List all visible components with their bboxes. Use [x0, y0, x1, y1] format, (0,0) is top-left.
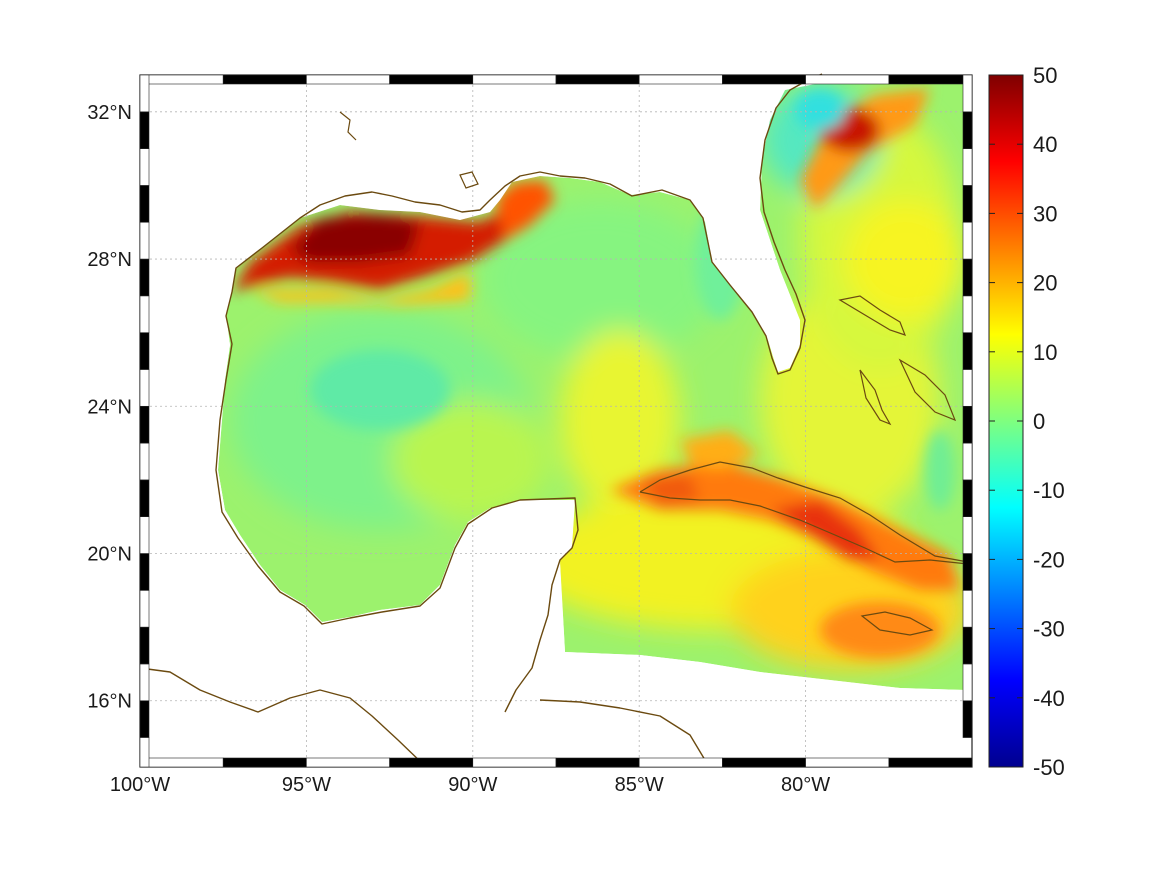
lat-tick-label: 20°N	[87, 544, 132, 566]
frame-right-seg	[962, 111, 973, 149]
colorbar: 50 40 30 20 10 0 -10 -20 -30 -40 -50	[988, 63, 1065, 780]
frame-top-seg	[888, 74, 973, 85]
frame-left-seg	[139, 258, 150, 297]
coastline	[139, 73, 969, 767]
frame-right-seg	[962, 148, 973, 186]
colorbar-tick-label: -20	[1033, 547, 1065, 572]
frame-bottom-seg	[389, 757, 474, 768]
frame-right-seg	[962, 590, 973, 628]
frame-right-seg	[962, 442, 973, 481]
lat-tick-label: 16°N	[87, 691, 132, 713]
frame-right-seg	[962, 185, 973, 223]
frame-right-seg	[962, 332, 973, 370]
frame-right-seg	[962, 516, 973, 554]
frame-right-seg	[962, 295, 973, 333]
colorbar-tick-label: -40	[1033, 686, 1065, 711]
frame-left-seg	[139, 663, 150, 702]
lon-tick-label: 90°W	[448, 774, 497, 796]
frame-right-seg	[962, 700, 973, 738]
frame-right-seg	[962, 553, 973, 591]
colorbar-tick-label: -50	[1033, 755, 1065, 780]
lon-tick-label: 80°W	[781, 774, 830, 796]
colorbar-tick-label: -30	[1033, 617, 1065, 642]
frame-left-seg	[139, 516, 150, 554]
frame-top-seg	[638, 74, 723, 85]
frame-bottom-seg	[555, 757, 640, 768]
frame-left-seg	[139, 369, 150, 407]
frame-left-seg	[139, 737, 150, 768]
lat-tick-label: 24°N	[87, 396, 132, 418]
frame-top-seg	[805, 74, 890, 85]
frame-left-seg	[139, 221, 150, 260]
frame-right-seg	[962, 74, 973, 113]
frame-top-seg	[306, 74, 390, 85]
frame-right-seg	[962, 626, 973, 665]
colorbar-tick-label: 0	[1033, 409, 1045, 434]
frame-right-seg	[962, 479, 973, 518]
colorbar-tick-label: 50	[1033, 63, 1057, 88]
frame-left-seg	[139, 185, 150, 223]
frame-left-seg	[139, 590, 150, 628]
colorbar-tick-label: 40	[1033, 132, 1057, 157]
frame-top-seg	[222, 74, 307, 85]
colorbar-tick-label: -10	[1033, 478, 1065, 503]
frame-bottom-seg	[139, 757, 224, 768]
frame-left-seg	[139, 148, 150, 186]
frame-bottom-seg	[888, 757, 973, 768]
colorbar-ticks: 50 40 30 20 10 0 -10 -20 -30 -40 -50	[989, 63, 1065, 780]
lon-tick-label: 85°W	[615, 774, 664, 796]
frame-bottom-seg	[805, 757, 890, 768]
frame-left-seg	[139, 479, 150, 518]
frame-bottom-seg	[222, 757, 307, 768]
anomaly-field	[218, 84, 965, 690]
lon-tick-label: 95°W	[282, 774, 331, 796]
frame-bottom-seg	[306, 757, 390, 768]
frame-left-seg	[139, 700, 150, 738]
frame-top-seg	[722, 74, 806, 85]
longitude-tick-labels: 100°W 95°W 90°W 85°W 80°W	[110, 774, 830, 796]
frame-left-seg	[139, 442, 150, 481]
colorbar-tick-label: 10	[1033, 340, 1057, 365]
frame-left-seg	[139, 74, 150, 113]
frame-top-seg	[472, 74, 557, 85]
frame-top-seg	[389, 74, 474, 85]
latitude-tick-labels: 16°N 20°N 24°N 28°N 32°N	[87, 102, 132, 713]
frame-right-seg	[962, 258, 973, 297]
frame-top-seg	[555, 74, 640, 85]
frame-right-seg	[962, 221, 973, 260]
lat-tick-label: 28°N	[87, 249, 132, 271]
map-frame	[139, 74, 973, 768]
frame-right-seg	[962, 405, 973, 444]
frame-bottom-seg	[472, 757, 557, 768]
frame-top-seg	[139, 74, 224, 85]
frame-left-seg	[139, 111, 150, 149]
frame-left-seg	[139, 295, 150, 333]
colorbar-tick-label: 20	[1033, 271, 1057, 296]
frame-left-seg	[139, 405, 150, 444]
frame-right-seg	[962, 369, 973, 407]
frame-left-seg	[139, 553, 150, 591]
frame-left-seg	[139, 332, 150, 370]
frame-bottom-seg	[722, 757, 806, 768]
colorbar-tick-label: 30	[1033, 201, 1057, 226]
frame-left-seg	[139, 626, 150, 665]
frame-right-seg	[962, 663, 973, 702]
lat-tick-label: 32°N	[87, 102, 132, 124]
lon-tick-label: 100°W	[110, 774, 170, 796]
frame-bottom-seg	[638, 757, 723, 768]
